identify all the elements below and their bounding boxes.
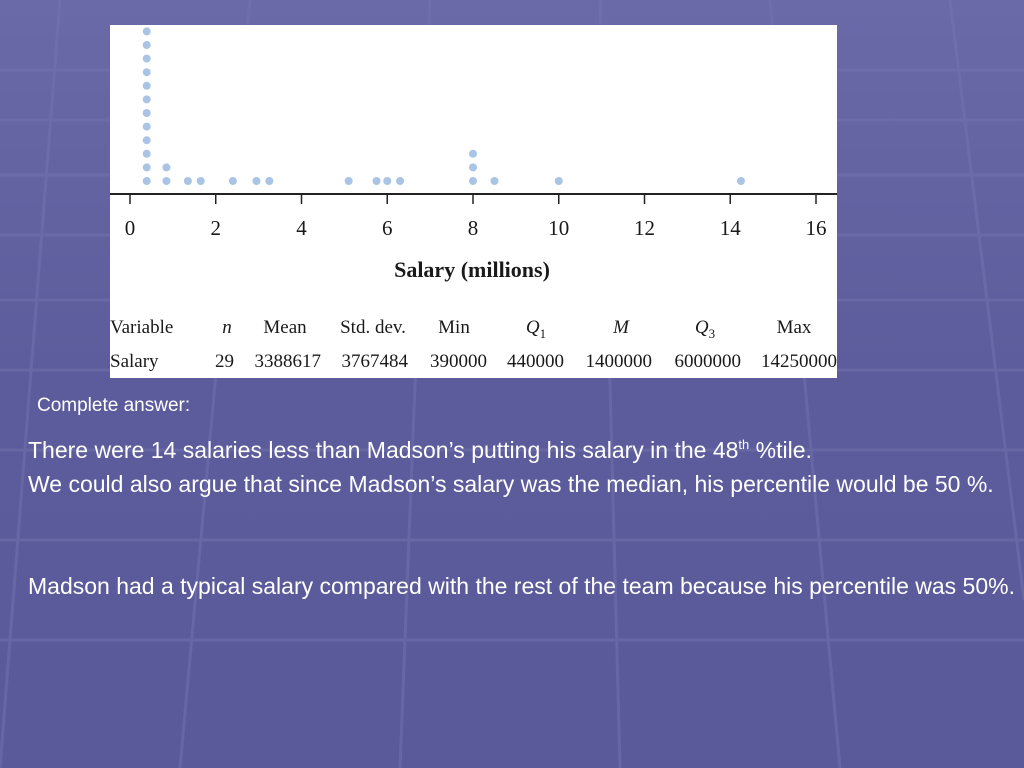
cell-std-dev: 3767484 bbox=[341, 351, 409, 372]
stats-header-row: Variable n Mean Std. dev. Min Q1 M Q3 Ma… bbox=[110, 317, 837, 351]
header-q3: Q3 bbox=[695, 317, 715, 342]
x-tick-label: 8 bbox=[468, 216, 479, 240]
x-tick-label: 10 bbox=[548, 216, 569, 240]
cell-n: 29 bbox=[215, 351, 234, 372]
data-dot bbox=[142, 109, 151, 117]
data-dot bbox=[162, 163, 171, 172]
cell-min: 390000 bbox=[430, 351, 487, 372]
dotplot-chart: 0 2 4 6 8 10 12 14 16 Salary (millions) bbox=[110, 27, 837, 282]
data-dot bbox=[554, 177, 563, 185]
dotplot-figure: 0 2 4 6 8 10 12 14 16 Salary (millions) Variable… bbox=[110, 25, 837, 378]
x-tick-label: 2 bbox=[211, 216, 222, 240]
data-dot bbox=[396, 177, 405, 185]
x-tick-label: 12 bbox=[634, 216, 655, 240]
data-dot bbox=[142, 95, 151, 104]
data-dot bbox=[469, 177, 477, 185]
data-dot bbox=[252, 177, 261, 185]
header-q1-letter: Q bbox=[525, 317, 540, 338]
data-dot bbox=[142, 149, 151, 158]
data-dot bbox=[228, 177, 237, 185]
cell-q1: 440000 bbox=[507, 351, 564, 372]
header-median: M bbox=[613, 317, 629, 338]
x-tick-label: 4 bbox=[296, 216, 307, 240]
data-dot bbox=[142, 54, 151, 63]
dots-group bbox=[142, 27, 745, 185]
header-q3-letter: Q bbox=[694, 317, 709, 338]
data-dot bbox=[383, 177, 392, 185]
stats-data-row: Salary 29 3388617 3767484 390000 440000 … bbox=[110, 351, 837, 385]
data-dot bbox=[469, 163, 477, 172]
header-max: Max bbox=[776, 317, 812, 338]
answer-p1-tail: %tile. bbox=[749, 437, 812, 463]
answer-paragraph-2: Madson had a typical salary compared wit… bbox=[28, 573, 1015, 599]
cell-median: 1400000 bbox=[585, 351, 653, 372]
answer-paragraph-1: There were 14 salaries less than Madson’… bbox=[28, 433, 1024, 501]
data-dot bbox=[142, 163, 151, 172]
data-dot bbox=[142, 136, 151, 145]
data-dot bbox=[142, 177, 151, 185]
data-dot bbox=[183, 177, 192, 185]
answer-p1-line2: We could also argue that since Madson’s … bbox=[28, 471, 994, 497]
data-dot bbox=[142, 41, 151, 49]
x-tick-label: 16 bbox=[806, 216, 827, 240]
data-dot bbox=[469, 149, 477, 158]
data-dot bbox=[142, 68, 151, 77]
data-dot bbox=[142, 122, 151, 131]
data-dot bbox=[372, 177, 381, 185]
header-mean: Mean bbox=[263, 317, 307, 338]
answer-p1-superscript: th bbox=[738, 437, 750, 452]
x-axis-label: Salary (millions) bbox=[394, 257, 550, 282]
data-dot bbox=[490, 177, 499, 185]
cell-variable: Salary bbox=[110, 351, 159, 372]
complete-answer-label: Complete answer: bbox=[37, 395, 191, 416]
header-q1-sub: 1 bbox=[539, 325, 547, 341]
cell-max: 14250000 bbox=[761, 351, 837, 372]
x-tick-label: 14 bbox=[720, 216, 742, 240]
cell-mean: 3388617 bbox=[254, 351, 322, 372]
summary-stats-table: Variable n Mean Std. dev. Min Q1 M Q3 Ma… bbox=[110, 317, 837, 385]
data-dot bbox=[265, 177, 274, 185]
x-tick-label: 6 bbox=[382, 216, 393, 240]
header-min: Min bbox=[438, 317, 470, 338]
x-axis-ticks: 0 2 4 6 8 10 12 14 16 bbox=[125, 194, 827, 240]
data-dot bbox=[736, 177, 745, 185]
header-q3-sub: 3 bbox=[708, 325, 716, 341]
x-tick-label: 0 bbox=[125, 216, 136, 240]
header-q1: Q1 bbox=[526, 317, 546, 342]
cell-q3: 6000000 bbox=[674, 351, 742, 372]
data-dot bbox=[142, 81, 151, 90]
data-dot bbox=[142, 27, 151, 36]
header-variable: Variable bbox=[110, 317, 174, 338]
data-dot bbox=[344, 177, 353, 185]
header-std-dev: Std. dev. bbox=[340, 317, 406, 338]
header-n: n bbox=[222, 317, 232, 338]
data-dot bbox=[196, 177, 205, 185]
answer-p1-text: There were 14 salaries less than Madson’… bbox=[28, 437, 739, 463]
data-dot bbox=[162, 177, 171, 185]
